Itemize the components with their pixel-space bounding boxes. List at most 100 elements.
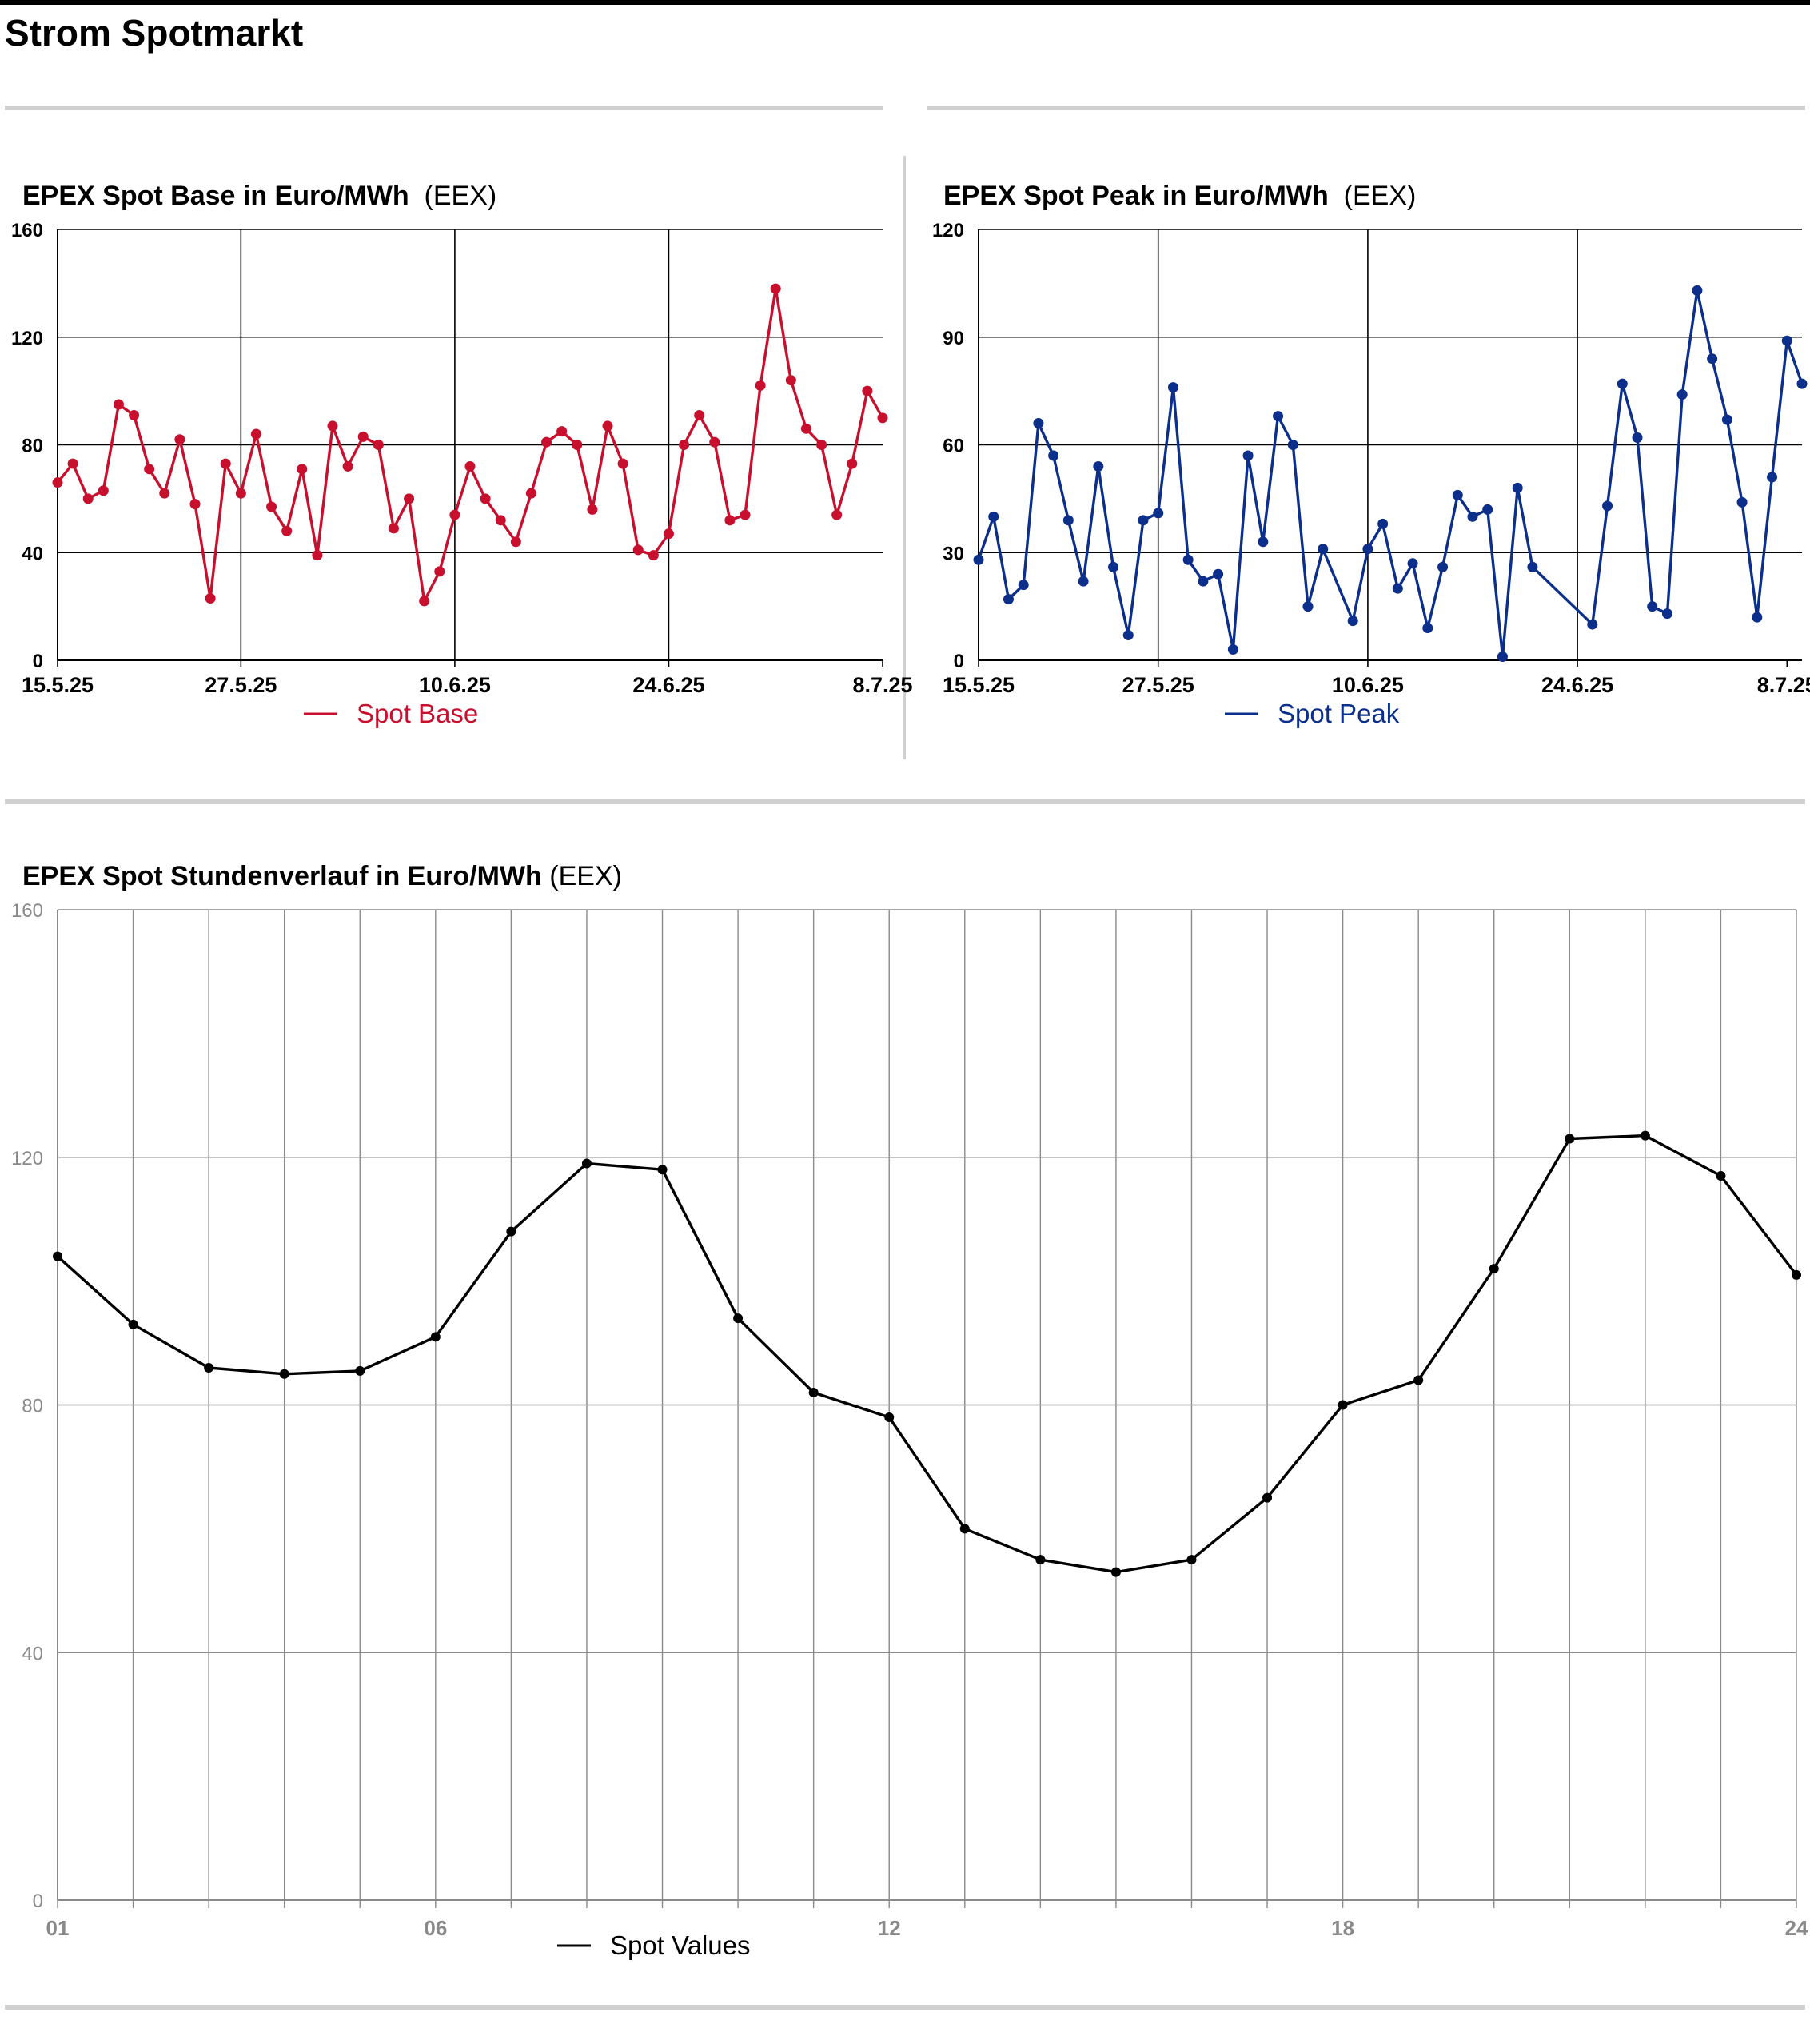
hourly-x-tick-label: 01	[46, 1916, 70, 1940]
base-data-point	[82, 493, 94, 504]
base-data-point	[464, 460, 476, 472]
peak-y-tick-label: 60	[943, 436, 964, 457]
base-data-point	[52, 477, 63, 488]
hourly-chart-title-text: EPEX Spot Stundenverlauf in Euro/MWh	[22, 861, 542, 891]
peak-data-point	[1153, 508, 1164, 519]
base-chart: 0 40 80 120 160 15.5.25 27.5.25 10.6.25 24.6.25 8…	[11, 220, 913, 728]
peak-legend-label: Spot Peak	[1278, 699, 1400, 728]
peak-data-point	[973, 554, 984, 565]
hourly-data-point	[959, 1524, 970, 1534]
hourly-data-point	[506, 1226, 516, 1237]
base-data-point	[266, 501, 277, 512]
separator-vertical	[903, 156, 906, 759]
peak-data-point	[1392, 583, 1403, 594]
peak-x-tick-label: 8.7.25	[1757, 673, 1810, 697]
peak-data-point	[1108, 561, 1119, 572]
base-data-point	[755, 380, 766, 391]
hourly-x-tick-label: 24	[1785, 1916, 1808, 1940]
hourly-x-tick-label: 06	[424, 1916, 447, 1940]
base-x-tick-label: 8.7.25	[852, 673, 912, 697]
base-data-point	[495, 515, 506, 526]
base-data-point	[740, 509, 751, 520]
base-data-point	[648, 550, 659, 561]
base-data-point	[327, 420, 338, 432]
base-data-point	[67, 458, 78, 469]
base-x-tick-label: 10.6.25	[419, 673, 491, 697]
base-data-point	[404, 493, 415, 504]
top-rule	[0, 0, 1810, 5]
base-data-point	[617, 458, 628, 469]
hourly-data-point	[1413, 1375, 1424, 1385]
peak-data-point	[1093, 460, 1104, 472]
base-data-point	[250, 428, 261, 440]
hourly-x-tick-label: 12	[878, 1916, 901, 1940]
peak-data-point	[1318, 544, 1329, 555]
base-data-point	[800, 423, 811, 434]
base-chart-title: EPEX Spot Base in Euro/MWh (EEX)	[22, 181, 496, 212]
peak-data-point	[1362, 544, 1373, 555]
peak-chart: 0 30 60 90 120 15.5.25 27.5.25 10.6.25 24.6.25 8.…	[932, 220, 1810, 728]
peak-data-point	[1018, 580, 1029, 591]
base-data-point	[770, 283, 781, 294]
peak-data-point	[1407, 558, 1418, 569]
peak-data-point	[1527, 561, 1538, 572]
base-data-point	[373, 440, 384, 450]
hourly-data-point	[355, 1365, 365, 1376]
base-y-tick-label: 120	[11, 328, 43, 349]
hourly-x-tick-label: 18	[1331, 1916, 1354, 1940]
peak-data-point	[1752, 612, 1763, 623]
peak-data-point	[1167, 382, 1178, 393]
peak-y-tick-label: 90	[943, 328, 964, 349]
hourly-y-tick-label: 40	[22, 1643, 43, 1664]
peak-x-tick-label: 24.6.25	[1541, 673, 1613, 697]
peak-data-point	[1767, 472, 1778, 483]
base-data-point	[189, 499, 201, 510]
peak-x-tick-label: 10.6.25	[1332, 673, 1404, 697]
hourly-data-point	[1035, 1555, 1046, 1565]
base-data-point	[434, 566, 445, 577]
peak-data-point	[1182, 554, 1194, 565]
base-data-point	[679, 440, 690, 450]
peak-data-point	[1258, 536, 1269, 548]
hourly-chart-title: EPEX Spot Stundenverlauf in Euro/MWh (EE…	[22, 861, 622, 892]
hourly-data-point	[1565, 1134, 1575, 1144]
peak-y-tick-label: 0	[954, 651, 964, 672]
hourly-data-point	[657, 1165, 668, 1175]
hourly-chart: 0 40 80 120 160 01 06 12 18 24 Spot Values	[11, 900, 1808, 1960]
peak-data-point	[1437, 561, 1449, 572]
base-data-point	[724, 515, 736, 526]
peak-data-point	[1497, 651, 1508, 663]
peak-data-point	[1033, 418, 1044, 429]
base-x-tick-label: 27.5.25	[205, 673, 277, 697]
base-data-point	[312, 550, 323, 561]
hourly-y-tick-label: 120	[11, 1148, 43, 1169]
base-data-point	[556, 426, 568, 437]
base-data-point	[572, 440, 583, 450]
base-data-point	[357, 431, 369, 442]
hourly-data-point	[128, 1319, 138, 1329]
peak-data-point	[1796, 378, 1808, 389]
hourly-data-point	[884, 1412, 895, 1422]
base-x-tick-label: 24.6.25	[632, 673, 704, 697]
hourly-data-point	[1186, 1555, 1197, 1565]
hourly-series-line	[56, 1134, 1798, 1574]
peak-data-point	[1482, 504, 1493, 515]
hourly-data-point	[1262, 1492, 1273, 1503]
base-data-point	[480, 493, 491, 504]
hourly-legend-label: Spot Values	[610, 1930, 751, 1960]
peak-data-point	[988, 511, 999, 522]
base-data-point	[847, 458, 858, 469]
base-data-point	[602, 420, 613, 432]
hourly-y-tick-label: 0	[33, 1891, 43, 1912]
hourly-data-point	[279, 1369, 289, 1379]
peak-data-point	[1003, 594, 1014, 605]
peak-data-point	[1721, 414, 1732, 425]
hourly-data-point	[430, 1332, 441, 1342]
base-data-point	[709, 436, 720, 448]
base-data-point	[342, 460, 353, 472]
base-data-point	[877, 412, 888, 424]
hourly-data-point	[1792, 1269, 1801, 1280]
base-legend-label: Spot Base	[357, 699, 478, 728]
base-data-point	[831, 509, 843, 520]
base-chart-source: (EEX)	[424, 181, 497, 211]
